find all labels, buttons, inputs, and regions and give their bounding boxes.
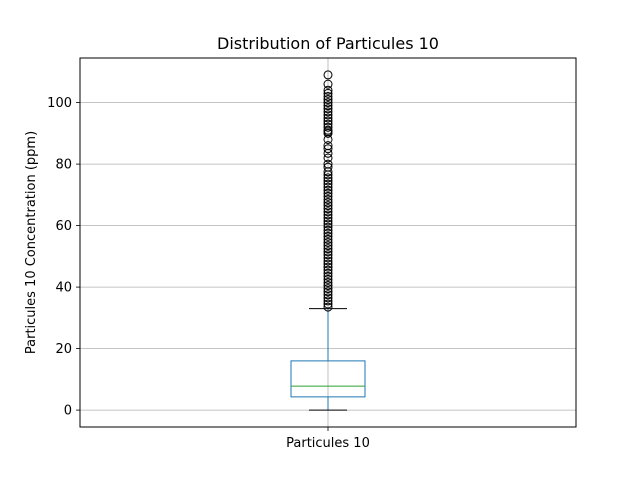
outlier-point	[323, 268, 333, 278]
outlier-point	[323, 250, 333, 260]
outlier-point	[323, 88, 333, 98]
outlier-point	[323, 153, 333, 163]
outlier-point	[323, 122, 333, 132]
outlier-point	[323, 144, 333, 154]
outlier-point	[323, 225, 333, 235]
y-tick-label: 60	[55, 219, 72, 234]
outlier-point	[323, 104, 333, 114]
outlier-point	[323, 201, 333, 211]
outlier-point	[323, 185, 333, 195]
outlier-point	[323, 85, 333, 95]
outlier-point	[323, 210, 333, 220]
outlier-point	[323, 101, 333, 111]
outlier-point	[323, 274, 333, 284]
outlier-point	[323, 79, 333, 89]
outlier-point	[323, 198, 333, 208]
outlier-point	[323, 284, 333, 294]
outlier-point	[323, 216, 333, 226]
outlier-point	[323, 271, 333, 281]
outlier-point	[323, 159, 333, 169]
outlier-point	[323, 256, 333, 266]
outlier-point	[323, 182, 333, 192]
outlier-point	[323, 176, 333, 186]
outlier-point	[323, 98, 333, 108]
outlier-point	[323, 219, 333, 229]
outlier-point	[323, 207, 333, 217]
iqr-box	[290, 360, 366, 398]
outlier-point	[323, 107, 333, 117]
outlier-point	[323, 70, 333, 80]
outlier-point	[323, 287, 333, 297]
y-tick-label: 20	[55, 342, 72, 357]
x-tick-label: Particules 10	[286, 436, 370, 451]
outlier-point	[323, 222, 333, 232]
outlier-point	[323, 253, 333, 263]
outlier-point	[323, 259, 333, 269]
outlier-point	[323, 116, 333, 126]
outlier-point	[323, 204, 333, 214]
outlier-point	[323, 238, 333, 247]
y-tick-label: 40	[55, 281, 72, 296]
outlier-point	[323, 296, 333, 306]
outlier-point	[323, 179, 333, 189]
outlier-point	[323, 213, 333, 223]
outlier-point	[323, 95, 333, 105]
outlier-point	[323, 188, 333, 198]
outlier-point	[323, 119, 333, 129]
outlier-point	[323, 281, 333, 291]
outlier-point	[323, 244, 333, 254]
outlier-point	[323, 234, 333, 244]
outlier-point	[323, 228, 333, 238]
outlier-point	[323, 265, 333, 275]
outlier-point	[323, 191, 333, 201]
outlier-point	[323, 290, 333, 300]
axis-ticks: 0 20 40 60 80 100 Particules 10	[47, 96, 370, 451]
y-tick-label: 100	[47, 96, 72, 111]
outlier-point	[323, 299, 333, 309]
y-axis-label: Particules 10 Concentration (ppm)	[24, 131, 39, 354]
chart-title: Distribution of Particules 10	[217, 34, 439, 53]
outlier-point	[323, 194, 333, 204]
outlier-point	[323, 125, 333, 135]
grid-lines	[80, 58, 576, 427]
outlier-point	[323, 110, 333, 120]
y-tick-label: 80	[55, 158, 72, 173]
box-plot	[290, 70, 366, 411]
outlier-point	[323, 141, 333, 151]
outlier-point	[323, 247, 333, 257]
y-tick-label: 0	[64, 404, 72, 419]
outlier-point	[323, 277, 333, 287]
outlier-point	[323, 113, 333, 123]
outlier-point	[323, 231, 333, 241]
outlier-point	[323, 262, 333, 272]
outlier-point	[323, 241, 333, 251]
outlier-point	[323, 173, 333, 183]
outlier-point	[323, 302, 333, 312]
outlier-point	[323, 162, 333, 172]
outlier-point	[323, 293, 333, 303]
outlier-point	[323, 91, 333, 101]
